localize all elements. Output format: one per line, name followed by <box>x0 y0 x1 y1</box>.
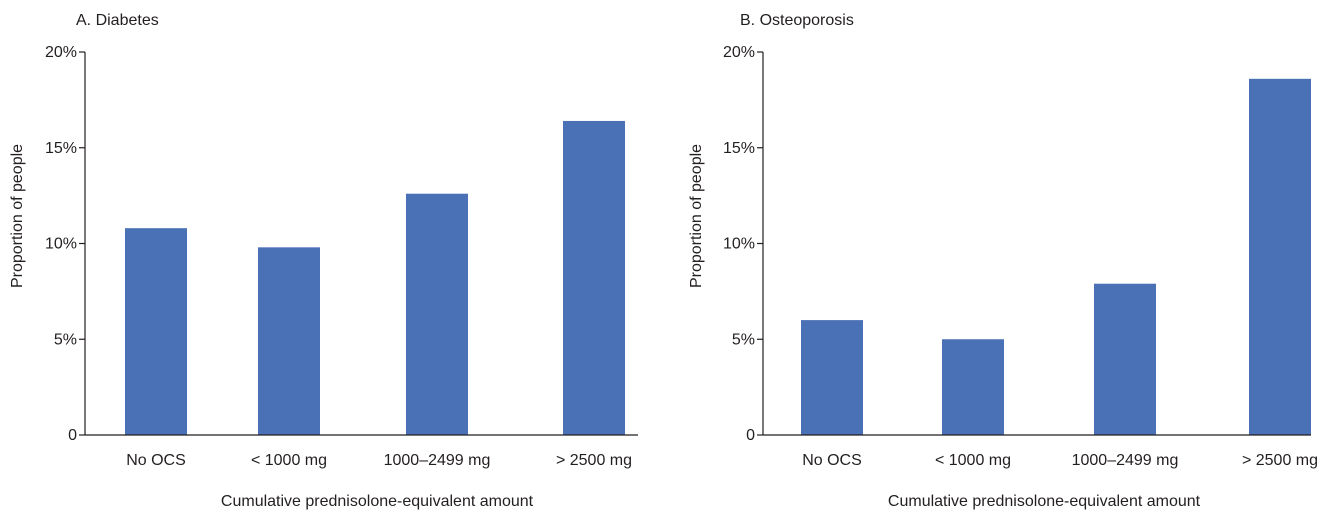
y-tick-label-2: 10% <box>45 236 77 253</box>
bar-0 <box>801 320 863 435</box>
y-tick-label-4: 20% <box>723 44 755 61</box>
y-tick-label-1: 5% <box>732 331 755 348</box>
y-tick-label-4: 20% <box>45 44 77 61</box>
bar-1 <box>942 339 1004 435</box>
panel-title: A. Diabetes <box>76 12 159 29</box>
bar-1 <box>258 247 320 435</box>
y-tick-label-0: 0 <box>68 427 77 444</box>
panel-osteoporosis: B. Osteoporosis Proportion of people Cum… <box>688 12 1318 510</box>
x-tick-label-3: > 2500 mg <box>556 452 632 469</box>
x-tick-label-0: No OCS <box>126 452 186 469</box>
x-tick-label-0: No OCS <box>802 452 862 469</box>
x-tick-label-1: < 1000 mg <box>935 452 1011 469</box>
y-tick-label-1: 5% <box>54 331 77 348</box>
x-axis-label: Cumulative prednisolone-equivalent amoun… <box>888 493 1201 510</box>
panel-diabetes: A. Diabetes Proportion of people Cumulat… <box>9 12 638 510</box>
x-tick-label-2: 1000–2499 mg <box>1072 452 1179 469</box>
bar-2 <box>406 193 468 435</box>
y-axis-label: Proportion of people <box>9 144 26 288</box>
panel-title: B. Osteoporosis <box>740 12 854 29</box>
y-tick-label-3: 15% <box>45 140 77 157</box>
bar-3 <box>1249 78 1311 435</box>
x-tick-label-3: > 2500 mg <box>1242 452 1318 469</box>
plot-area: 0 5% 10% 15% 20% No OCS < 1000 mg 1000–2499 mg >… <box>723 44 1318 469</box>
bar-0 <box>125 228 187 435</box>
y-tick-label-2: 10% <box>723 236 755 253</box>
x-axis-label: Cumulative prednisolone-equivalent amoun… <box>221 493 534 510</box>
bar-2 <box>1094 283 1156 435</box>
plot-area: 0 5% 10% 15% 20% No OCS < 1000 mg 1000–2499 mg >… <box>45 44 638 469</box>
y-tick-label-3: 15% <box>723 140 755 157</box>
y-axis-label: Proportion of people <box>688 144 705 288</box>
y-tick-label-0: 0 <box>746 427 755 444</box>
bar-3 <box>563 120 625 435</box>
x-tick-label-2: 1000–2499 mg <box>384 452 491 469</box>
x-tick-label-1: < 1000 mg <box>251 452 327 469</box>
